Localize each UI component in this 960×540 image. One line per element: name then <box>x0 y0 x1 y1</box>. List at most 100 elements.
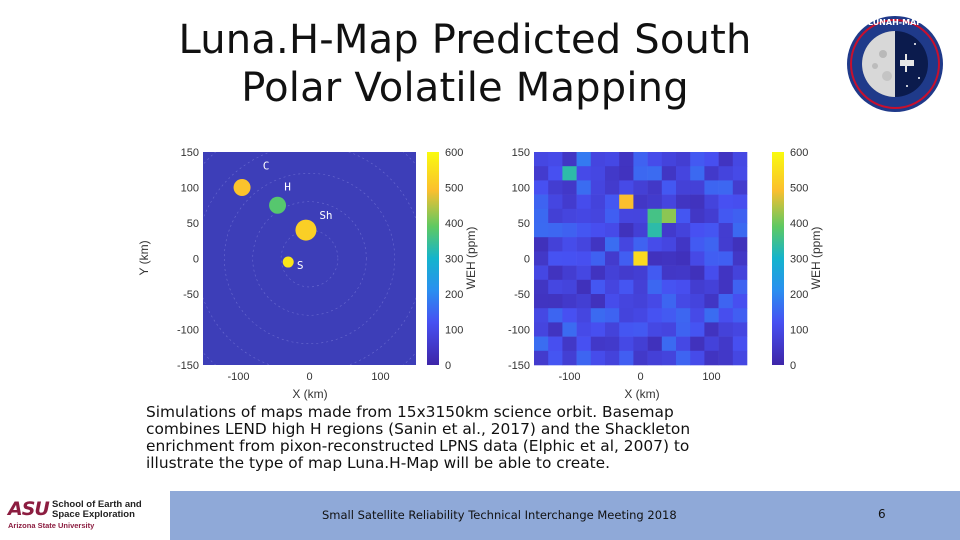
map-cell <box>619 350 634 366</box>
map-cell <box>661 336 677 352</box>
map-cell <box>718 350 734 366</box>
map-cell <box>676 166 691 181</box>
colorbar <box>772 152 784 365</box>
map-cell <box>534 294 549 309</box>
map-cell <box>633 208 648 224</box>
map-cell <box>704 336 719 352</box>
map-cell <box>690 237 705 252</box>
x-tick-label: 100 <box>371 371 389 383</box>
map-cell <box>576 265 592 281</box>
polar-grid <box>203 152 416 365</box>
map-cell <box>562 350 577 366</box>
map-cell <box>647 194 663 210</box>
map-cell <box>704 265 719 281</box>
map-cell <box>605 265 620 281</box>
map-cell <box>562 152 577 167</box>
region-label: S <box>297 259 304 272</box>
map-cell <box>534 194 549 210</box>
map-cell <box>704 279 719 295</box>
map-cell <box>690 308 705 323</box>
map-cell <box>647 350 663 366</box>
x-tick-label: 100 <box>702 371 720 383</box>
map-cell <box>605 237 620 252</box>
map-cell <box>562 194 577 210</box>
map-cell <box>562 308 577 323</box>
grid-circle <box>280 229 339 288</box>
slide-caption: Simulations of maps made from 15x3150km … <box>146 404 806 472</box>
map-cell <box>704 322 719 337</box>
map-cell <box>690 294 705 309</box>
map-cell <box>619 251 634 266</box>
caption-line: enrichment from pixon-reconstructed LPNS… <box>146 437 690 455</box>
map-cell <box>676 152 691 167</box>
map-cell <box>661 166 677 181</box>
map-cell <box>647 251 663 266</box>
map-cell <box>633 294 648 309</box>
map-cell <box>690 265 705 281</box>
map-cell <box>576 223 592 238</box>
map-cell <box>576 166 592 181</box>
map-cell <box>619 308 634 323</box>
map-cell <box>690 350 705 366</box>
map-cell <box>605 294 620 309</box>
footer-band: ASU School of Earth and Space Exploratio… <box>0 491 960 540</box>
map-cell <box>562 180 577 195</box>
map-cell <box>619 322 634 337</box>
colorbar-tick-label: 0 <box>790 360 796 372</box>
colorbar-tick-label: 400 <box>445 218 463 230</box>
map-cell <box>732 322 748 337</box>
page-number: 6 <box>878 507 886 521</box>
map-cell <box>676 279 691 295</box>
map-cell <box>562 336 577 352</box>
map-cell <box>548 180 563 195</box>
map-cell <box>690 208 705 224</box>
map-cell <box>576 237 592 252</box>
map-cell <box>676 308 691 323</box>
map-cell <box>647 152 663 167</box>
map-cell <box>732 265 748 281</box>
colorbar-tick-label: 100 <box>445 325 463 337</box>
map-cell <box>661 251 677 266</box>
map-cell <box>590 279 606 295</box>
x-tick-label: -100 <box>558 371 580 383</box>
map-cell <box>676 294 691 309</box>
map-cell <box>534 279 549 295</box>
y-tick-label: -150 <box>177 360 199 372</box>
y-tick-label: 150 <box>181 147 199 159</box>
map-cell <box>590 237 606 252</box>
map-cell <box>605 180 620 195</box>
map-cell <box>718 152 734 167</box>
map-cell <box>718 208 734 224</box>
map-cell <box>562 237 577 252</box>
map-cell <box>718 336 734 352</box>
map-cell <box>676 223 691 238</box>
hydrogen-region-c <box>233 179 251 196</box>
map-cell <box>661 223 677 238</box>
map-cell <box>704 208 719 224</box>
map-cell <box>690 180 705 195</box>
map-cell <box>534 152 549 167</box>
map-cell <box>690 152 705 167</box>
map-cell <box>534 350 549 366</box>
weh-map-left: C H Sh S 150 100 50 0 -50 -100 -150 -100 0 100 Y (k… <box>130 144 480 402</box>
map-cell <box>732 350 748 366</box>
map-cell <box>661 294 677 309</box>
x-tick-label: -100 <box>227 371 249 383</box>
map-cell <box>690 166 705 181</box>
map-cell <box>590 180 606 195</box>
map-cell <box>704 308 719 323</box>
map-cell <box>576 350 592 366</box>
y-tick-label: 100 <box>181 183 199 195</box>
map-cell <box>562 294 577 309</box>
map-cell <box>576 322 592 337</box>
map-cell <box>548 322 563 337</box>
hydrogen-region-sh <box>295 219 317 241</box>
caption-line: illustrate the type of map Luna.H-Map wi… <box>146 454 611 472</box>
map-cell <box>548 166 563 181</box>
map-cell <box>718 223 734 238</box>
university-name: Arizona State University <box>8 521 95 530</box>
map-cell <box>619 194 634 210</box>
map-cell <box>647 322 663 337</box>
map-cell <box>633 251 648 266</box>
map-cell <box>633 152 648 167</box>
